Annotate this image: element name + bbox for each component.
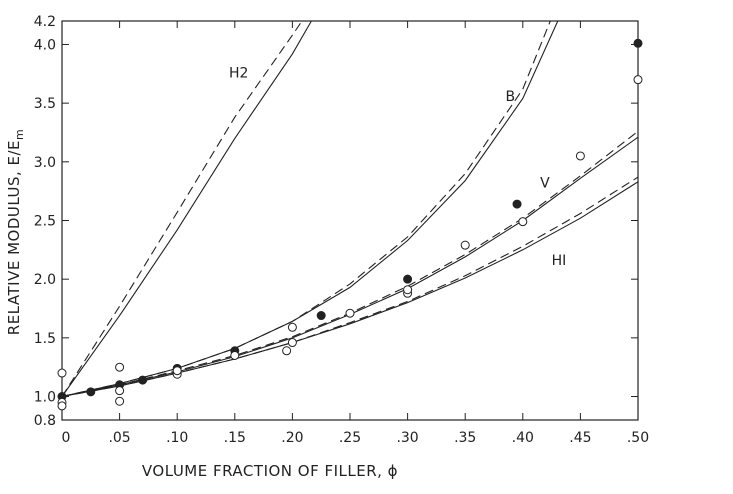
- curve-b-solid: [61, 20, 559, 398]
- data-point-open: [460, 240, 470, 250]
- data-point-open: [115, 396, 125, 406]
- curve-label-b: B: [506, 89, 516, 105]
- x-tick-label: .25: [339, 430, 361, 446]
- curve-label-v: V: [540, 176, 550, 192]
- curve-label-h2: H2: [229, 65, 248, 81]
- data-point-open: [230, 350, 240, 360]
- data-point-open: [403, 285, 413, 295]
- x-axis-title: VOLUME FRACTION OF FILLER, ϕ: [142, 462, 398, 480]
- x-tick-label: .40: [512, 430, 534, 446]
- curve-h2-dashed: [61, 20, 303, 397]
- data-point-open: [345, 308, 355, 318]
- y-axis-title: RELATIVE MODULUS, E/Em: [5, 129, 26, 335]
- data-point-open: [115, 362, 125, 372]
- y-tick-label: 2.5: [34, 214, 56, 230]
- y-tick-label: 2.0: [34, 272, 56, 288]
- data-points: [57, 38, 643, 411]
- x-tick-label: .50: [627, 430, 649, 446]
- y-tick-label: 1.5: [34, 331, 56, 347]
- data-point-open: [282, 346, 292, 356]
- x-tick-label: 0: [62, 430, 71, 446]
- data-point-open: [633, 75, 643, 85]
- data-point-open: [57, 368, 67, 378]
- curve-labels: H2 B V HI: [229, 65, 566, 269]
- x-tick-label: .30: [396, 430, 418, 446]
- data-point-open: [518, 217, 528, 227]
- plot-border: [61, 20, 639, 421]
- y-tick-label: 3.0: [34, 155, 56, 171]
- data-point-open: [57, 401, 67, 411]
- x-tick-label: .35: [454, 430, 476, 446]
- curve-hi-dashed: [61, 176, 639, 398]
- y-axis-title-main: RELATIVE MODULUS, E/E: [5, 140, 23, 335]
- data-point-open: [287, 322, 297, 332]
- x-tick-label: .10: [166, 430, 188, 446]
- data-point-filled: [403, 274, 413, 284]
- data-point-filled: [138, 375, 148, 385]
- data-point-filled: [316, 311, 326, 321]
- y-tick-label: 0.8: [34, 413, 56, 429]
- x-tick-label: .15: [224, 430, 246, 446]
- plot-frame: [61, 20, 639, 421]
- tick-labels: 0 .05 .10 .15 .20 .25 .30 .35 .40 .45 .50 0.8 1.0 1.5…: [34, 14, 649, 446]
- curve-hi-solid: [61, 181, 639, 398]
- model-curves: [61, 20, 639, 398]
- data-point-filled: [512, 199, 522, 209]
- data-point-filled: [86, 387, 96, 397]
- data-point-open: [172, 366, 182, 376]
- data-point-filled: [633, 38, 643, 48]
- y-tick-label: 1.0: [34, 390, 56, 406]
- y-tick-label: 3.5: [34, 96, 56, 112]
- curve-h2-solid: [61, 20, 312, 397]
- y-tick-label: 4.0: [34, 37, 56, 53]
- x-tick-label: .20: [281, 430, 303, 446]
- x-tick-label: .45: [569, 430, 591, 446]
- data-point-open: [575, 151, 585, 161]
- curve-b-dashed: [61, 20, 551, 398]
- data-point-open: [115, 386, 125, 396]
- data-point-open: [287, 338, 297, 348]
- y-tick-label: 4.2: [34, 14, 56, 30]
- curve-label-hi: HI: [552, 253, 567, 269]
- y-axis-title-subscript: m: [13, 129, 26, 140]
- x-tick-label: .05: [108, 430, 130, 446]
